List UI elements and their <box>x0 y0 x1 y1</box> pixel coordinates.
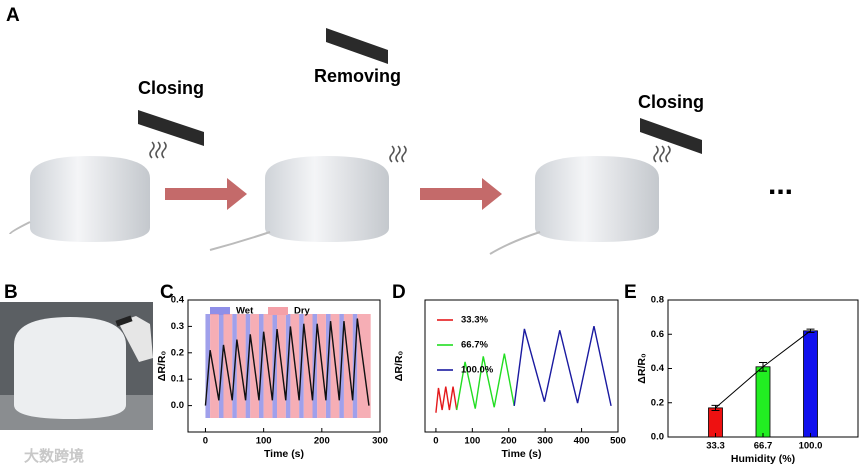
x-tick-label: 300 <box>537 436 553 447</box>
step-label: Removing <box>314 66 401 86</box>
x-tick-label: 100 <box>464 436 480 447</box>
bar <box>755 366 771 438</box>
y-tick-label: 0.0 <box>651 432 664 443</box>
y-tick-label: 0.1 <box>171 374 185 385</box>
plot-frame <box>187 299 381 433</box>
y-tick-label: 0.0 <box>171 400 184 411</box>
x-axis-title: Time (s) <box>264 448 304 460</box>
x-axis-title: Time (s) <box>501 448 541 460</box>
legend-swatch <box>210 307 230 315</box>
ellipsis: ... <box>768 168 793 201</box>
shade-band <box>210 314 219 418</box>
x-tick-label: 0 <box>433 436 438 447</box>
bar <box>708 407 723 438</box>
plot-frame <box>424 299 619 433</box>
x-tick-label: 100.0 <box>799 441 823 452</box>
illustration <box>9 28 702 255</box>
legend-label: 33.3% <box>461 315 488 326</box>
legend-label: 66.7% <box>461 340 488 351</box>
y-tick-label: 0.4 <box>171 295 185 306</box>
y-tick-label: 0.2 <box>651 397 664 408</box>
x-tick-label: 400 <box>574 436 590 447</box>
panel-label: B <box>4 282 18 303</box>
y-tick-label: 0.4 <box>651 363 665 374</box>
x-tick-label: 300 <box>372 436 388 447</box>
x-tick-label: 100 <box>256 436 272 447</box>
legend-label: 100.0% <box>461 365 494 376</box>
data-line <box>455 353 515 411</box>
panel-label: E <box>624 282 637 303</box>
shade-band <box>205 314 211 418</box>
legend-label: Dry <box>294 306 311 317</box>
data-line <box>435 386 458 413</box>
shade-band <box>223 314 233 418</box>
y-tick-label: 0.8 <box>651 295 664 306</box>
y-tick-label: 0.2 <box>171 347 184 358</box>
trend-line <box>715 330 811 409</box>
data-line <box>513 325 612 407</box>
step-label: Closing <box>638 92 704 112</box>
panel-label: D <box>392 282 406 303</box>
x-tick-label: 33.3 <box>706 441 725 452</box>
x-tick-label: 200 <box>501 436 517 447</box>
y-tick-label: 0.3 <box>171 321 184 332</box>
x-tick-label: 0 <box>203 436 208 447</box>
legend-label: Wet <box>236 306 254 317</box>
x-tick-label: 66.7 <box>754 441 773 452</box>
watermark: 大数跨境 <box>24 447 84 465</box>
x-axis-title: Humidity (%) <box>731 453 795 465</box>
photo <box>0 302 153 430</box>
x-tick-label: 500 <box>610 436 626 447</box>
y-axis-title: ΔR/R₀ <box>156 351 168 382</box>
legend-swatch <box>268 307 288 315</box>
y-tick-label: 0.6 <box>651 329 664 340</box>
data-line <box>204 318 370 406</box>
y-axis-title: ΔR/R₀ <box>393 351 405 382</box>
bar <box>803 330 818 438</box>
panel-label: A <box>6 5 20 26</box>
x-tick-label: 200 <box>314 436 330 447</box>
step-label: Closing <box>138 78 204 98</box>
y-axis-title: ΔR/R₀ <box>636 353 648 384</box>
panel-label: C <box>160 282 174 303</box>
